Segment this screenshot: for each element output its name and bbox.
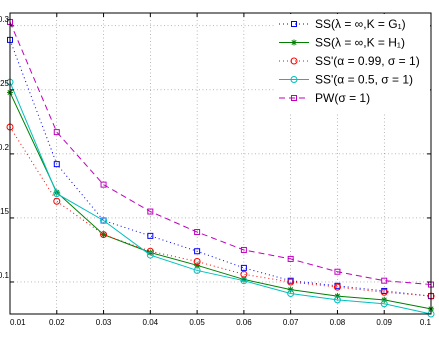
y-tick-label: 0.25 (0, 79, 10, 88)
legend-label: SS(λ = ∞,K = H₁) (315, 36, 405, 50)
legend-entry: SS'(α = 0.99, σ = 1) (279, 54, 420, 68)
data-point (240, 277, 248, 285)
series-line (9, 81, 432, 315)
legend-box (275, 14, 430, 113)
x-tick-label: 0.08 (330, 318, 346, 327)
y-tick-label: 0.3 (0, 15, 10, 24)
x-tick-label: 0.05 (189, 318, 205, 327)
data-point (240, 264, 247, 271)
x-tick-label: 0.04 (143, 318, 159, 327)
x-tick-label: 0.02 (49, 318, 65, 327)
data-point (194, 229, 201, 236)
data-point (333, 296, 341, 304)
data-point (53, 129, 60, 136)
y-tick-label: 0.15 (0, 207, 10, 216)
y-tick-label: 0.2 (0, 143, 10, 152)
legend-label: PW(σ = 1) (315, 91, 370, 105)
legend-marker (290, 76, 298, 83)
legend-marker (291, 39, 297, 46)
data-point (287, 255, 294, 262)
x-tick-label: 0.09 (376, 318, 392, 327)
legend-marker (290, 57, 298, 65)
x-tick-label: 0.03 (96, 318, 112, 327)
legend-entry: PW(σ = 1) (279, 91, 370, 105)
data-point (53, 190, 61, 198)
data-point (381, 277, 388, 284)
plot-frame (9, 12, 432, 315)
data-point (287, 278, 295, 286)
series-2 (7, 89, 434, 312)
legend-label: SS'(α = 0.5, σ = 1) (315, 73, 413, 87)
legend-label: SS'(α = 0.99, σ = 1) (315, 54, 420, 68)
x-tick-label: 0.1 (420, 318, 432, 327)
data-point (380, 300, 388, 308)
x-tick-label: 0.01 (10, 318, 26, 327)
data-point (100, 231, 107, 238)
data-point (333, 283, 341, 291)
data-point (53, 161, 60, 168)
data-point (146, 251, 154, 259)
data-point (147, 208, 154, 215)
series-group (6, 18, 435, 318)
data-point (147, 232, 154, 239)
legend-marker (291, 21, 297, 27)
series-line (9, 21, 432, 286)
legend-entry: SS'(α = 0.5, σ = 1) (279, 73, 413, 87)
data-point (100, 216, 108, 224)
data-point (240, 246, 247, 253)
series-line (9, 92, 432, 310)
data-point (146, 247, 154, 255)
data-point (53, 197, 61, 205)
series-line (9, 126, 432, 297)
legend-entry: SS(λ = ∞,K = H₁) (279, 36, 405, 50)
data-point (193, 257, 201, 265)
data-point (100, 231, 108, 239)
data-point (334, 268, 341, 275)
data-point (287, 290, 295, 298)
legend: SS(λ = ∞,K = G₁) SS(λ = ∞,K = H₁) SS'(α = … (275, 14, 430, 113)
x-tick-label: 0.06 (236, 318, 252, 327)
legend-entry: SS(λ = ∞,K = G₁) (279, 17, 406, 31)
data-point (193, 266, 201, 274)
series-4 (6, 78, 435, 318)
legend-marker (291, 95, 297, 101)
data-point (100, 181, 107, 188)
data-point (380, 288, 388, 296)
grid (10, 13, 431, 314)
y-tick-label: 0.1 (0, 271, 10, 280)
x-tick-label: 0.07 (283, 318, 299, 327)
data-point (194, 248, 201, 255)
legend-label: SS(λ = ∞,K = G₁) (315, 17, 406, 31)
